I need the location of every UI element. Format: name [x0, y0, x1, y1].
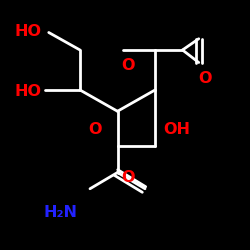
Text: OH: OH: [164, 122, 191, 138]
Text: O: O: [121, 170, 134, 185]
Text: O: O: [198, 71, 212, 86]
Text: HO: HO: [15, 84, 42, 99]
Text: O: O: [121, 58, 134, 72]
Text: O: O: [88, 122, 102, 138]
Text: H₂N: H₂N: [44, 205, 78, 220]
Text: HO: HO: [15, 24, 42, 39]
